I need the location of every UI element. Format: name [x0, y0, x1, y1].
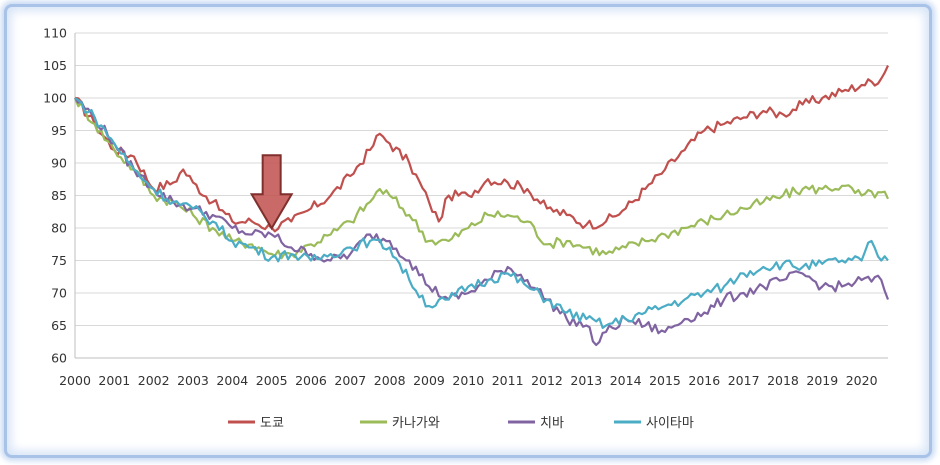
y-tick-label: 75 [51, 253, 67, 268]
x-tick-label: 2020 [846, 373, 878, 388]
x-tick-label: 2014 [610, 373, 642, 388]
x-tick-label: 2010 [452, 373, 484, 388]
series-lines [73, 65, 890, 347]
down-arrow-icon [249, 154, 294, 231]
x-tick-label: 2018 [767, 373, 799, 388]
y-axis-ticks: 60 65 70 75 80 85 90 95 100 105 110 [43, 26, 67, 366]
series-line [74, 65, 889, 233]
x-tick-label: 2015 [649, 373, 681, 388]
x-tick-label: 2009 [413, 373, 445, 388]
x-tick-label: 2011 [492, 373, 524, 388]
y-tick-label: 85 [51, 188, 67, 203]
y-tick-label: 95 [51, 123, 67, 138]
legend-label: 치바 [540, 416, 564, 431]
x-tick-label: 2003 [177, 373, 209, 388]
y-tick-label: 110 [43, 26, 67, 41]
x-tick-label: 2006 [295, 373, 327, 388]
x-tick-label: 2000 [59, 373, 91, 388]
y-tick-label: 100 [43, 91, 67, 106]
x-tick-label: 2004 [216, 373, 248, 388]
x-tick-label: 2019 [806, 373, 838, 388]
x-tick-label: 2001 [98, 373, 130, 388]
legend: 도쿄 카나가와 치바 사이타마 [228, 416, 694, 431]
chart-frame [4, 4, 932, 458]
y-tick-label: 65 [51, 318, 67, 333]
x-tick-label: 2005 [256, 373, 288, 388]
y-tick-label: 90 [51, 156, 67, 171]
grid-lines [74, 32, 888, 359]
arrow-annotation [249, 154, 294, 231]
y-tick-label: 80 [51, 221, 67, 236]
x-tick-label: 2016 [688, 373, 720, 388]
series-line [73, 97, 889, 260]
y-tick-label: 105 [43, 58, 67, 73]
y-tick-label: 60 [51, 351, 67, 366]
x-tick-label: 2002 [138, 373, 170, 388]
legend-label: 도쿄 [260, 416, 284, 431]
legend-label: 사이타마 [646, 416, 694, 431]
series-line [74, 97, 889, 329]
y-tick-label: 70 [51, 286, 67, 301]
x-tick-label: 2012 [531, 373, 563, 388]
x-tick-label: 2008 [374, 373, 406, 388]
legend-label: 카나가와 [392, 416, 440, 431]
x-tick-label: 2017 [728, 373, 760, 388]
x-axis-ticks: 2000 2001 2002 2003 2004 2005 2006 2007 2008 2009… [59, 373, 878, 388]
x-tick-label: 2007 [334, 373, 366, 388]
x-tick-label: 2013 [570, 373, 602, 388]
